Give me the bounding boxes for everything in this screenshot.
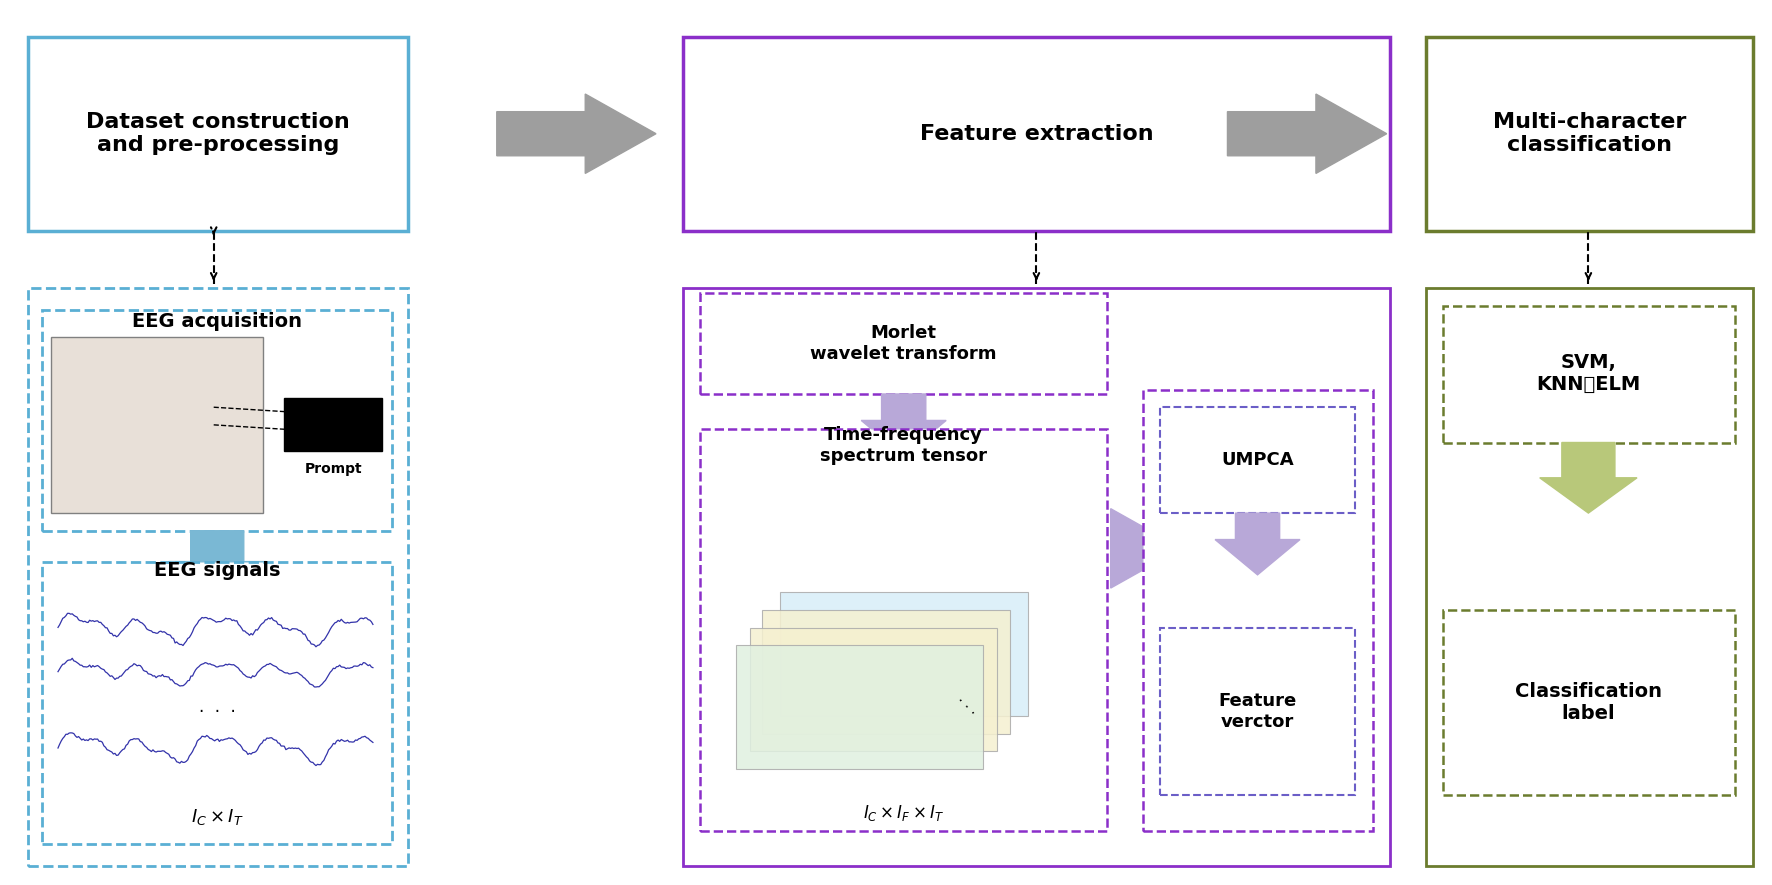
Text: Dataset construction
and pre-processing: Dataset construction and pre-processing bbox=[87, 112, 351, 156]
Text: EEG acquisition: EEG acquisition bbox=[133, 312, 303, 331]
Polygon shape bbox=[1216, 513, 1301, 575]
FancyBboxPatch shape bbox=[1161, 407, 1356, 513]
FancyBboxPatch shape bbox=[780, 592, 1028, 716]
FancyBboxPatch shape bbox=[1426, 36, 1753, 231]
Polygon shape bbox=[1228, 94, 1387, 173]
Text: Multi-character
classification: Multi-character classification bbox=[1492, 112, 1685, 156]
FancyBboxPatch shape bbox=[1161, 627, 1356, 796]
FancyBboxPatch shape bbox=[28, 36, 408, 231]
FancyBboxPatch shape bbox=[43, 562, 392, 844]
FancyBboxPatch shape bbox=[762, 610, 1010, 734]
FancyBboxPatch shape bbox=[43, 310, 392, 531]
Text: UMPCA: UMPCA bbox=[1221, 451, 1294, 469]
FancyBboxPatch shape bbox=[682, 36, 1391, 231]
FancyBboxPatch shape bbox=[682, 289, 1391, 866]
FancyBboxPatch shape bbox=[28, 289, 408, 866]
Polygon shape bbox=[168, 531, 266, 596]
FancyBboxPatch shape bbox=[285, 398, 381, 451]
Polygon shape bbox=[861, 394, 946, 456]
FancyBboxPatch shape bbox=[700, 293, 1108, 394]
Text: Morlet
wavelet transform: Morlet wavelet transform bbox=[810, 324, 998, 363]
Text: Time-frequency
spectrum tensor: Time-frequency spectrum tensor bbox=[820, 426, 987, 465]
Text: ·  ·  ·: · · · bbox=[198, 703, 236, 720]
Text: Prompt: Prompt bbox=[305, 462, 361, 476]
Polygon shape bbox=[1111, 509, 1182, 588]
Text: Feature extraction: Feature extraction bbox=[920, 124, 1154, 143]
FancyBboxPatch shape bbox=[1143, 389, 1373, 831]
Text: $I_C \times I_F \times I_T$: $I_C \times I_F \times I_T$ bbox=[863, 803, 944, 823]
FancyBboxPatch shape bbox=[1444, 305, 1735, 442]
Text: Classification
label: Classification label bbox=[1515, 682, 1662, 723]
Text: $I_C \times I_T$: $I_C \times I_T$ bbox=[191, 807, 243, 827]
FancyBboxPatch shape bbox=[735, 645, 983, 769]
FancyBboxPatch shape bbox=[700, 429, 1108, 831]
FancyBboxPatch shape bbox=[750, 627, 998, 751]
Text: Feature
verctor: Feature verctor bbox=[1219, 692, 1297, 731]
FancyBboxPatch shape bbox=[51, 336, 264, 513]
Text: · · ·: · · · bbox=[953, 695, 978, 720]
Polygon shape bbox=[1540, 442, 1637, 513]
FancyBboxPatch shape bbox=[1426, 289, 1753, 866]
FancyBboxPatch shape bbox=[1444, 610, 1735, 796]
Text: SVM,
KNN，ELM: SVM, KNN，ELM bbox=[1536, 353, 1641, 394]
Polygon shape bbox=[496, 94, 656, 173]
Text: EEG signals: EEG signals bbox=[154, 561, 280, 580]
